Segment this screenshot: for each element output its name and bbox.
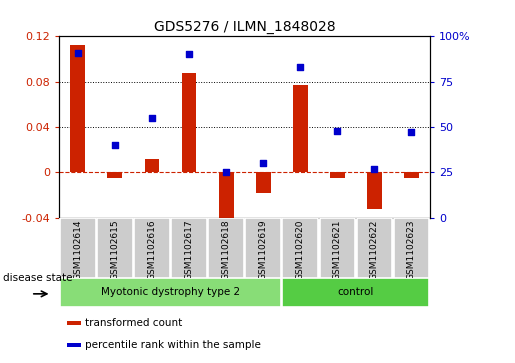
Point (222, 170, 230, 175)
Bar (356, 218, 392, 278)
Text: disease state: disease state (3, 273, 72, 283)
Bar (97, 218, 133, 278)
Text: GSM1102617: GSM1102617 (184, 220, 194, 280)
Bar (208, 218, 244, 278)
Text: GSM1102618: GSM1102618 (221, 220, 231, 280)
Title: GDS5276 / ILMN_1848028: GDS5276 / ILMN_1848028 (154, 20, 335, 34)
Bar (145, 159, 159, 172)
Point (333, 128, 341, 134)
Point (111, 142, 119, 148)
Bar (60, 218, 96, 278)
Bar (182, 73, 196, 172)
Bar (245, 218, 281, 278)
Bar (319, 218, 355, 278)
Bar (256, 172, 270, 193)
Bar (404, 172, 419, 178)
Bar (293, 85, 307, 172)
Text: transformed count: transformed count (85, 318, 182, 328)
Point (296, 64, 304, 70)
Bar (171, 218, 207, 278)
Point (407, 130, 416, 135)
Bar (66, 321, 81, 325)
Text: GSM1102623: GSM1102623 (407, 220, 416, 280)
Bar (60, 278, 281, 307)
Text: GSM1102615: GSM1102615 (110, 220, 119, 280)
Point (185, 52, 193, 57)
Bar (282, 218, 318, 278)
Bar (134, 218, 170, 278)
Bar (71, 45, 85, 172)
Bar (367, 172, 382, 209)
Text: GSM1102616: GSM1102616 (147, 220, 157, 280)
Bar (219, 172, 233, 227)
Text: GSM1102620: GSM1102620 (296, 220, 305, 280)
Text: GSM1102622: GSM1102622 (370, 220, 379, 280)
Text: Myotonic dystrophy type 2: Myotonic dystrophy type 2 (101, 287, 240, 297)
Bar (66, 343, 81, 347)
Point (74, 50, 82, 56)
Point (148, 115, 156, 121)
Bar (330, 172, 345, 178)
Bar (393, 218, 430, 278)
Text: GSM1102621: GSM1102621 (333, 220, 342, 280)
Text: control: control (338, 287, 374, 297)
Bar (282, 278, 430, 307)
Text: GSM1102619: GSM1102619 (259, 220, 268, 280)
Point (370, 166, 379, 172)
Bar (108, 172, 122, 178)
Text: percentile rank within the sample: percentile rank within the sample (85, 340, 261, 350)
Text: GSM1102614: GSM1102614 (73, 220, 82, 280)
Point (259, 160, 267, 166)
